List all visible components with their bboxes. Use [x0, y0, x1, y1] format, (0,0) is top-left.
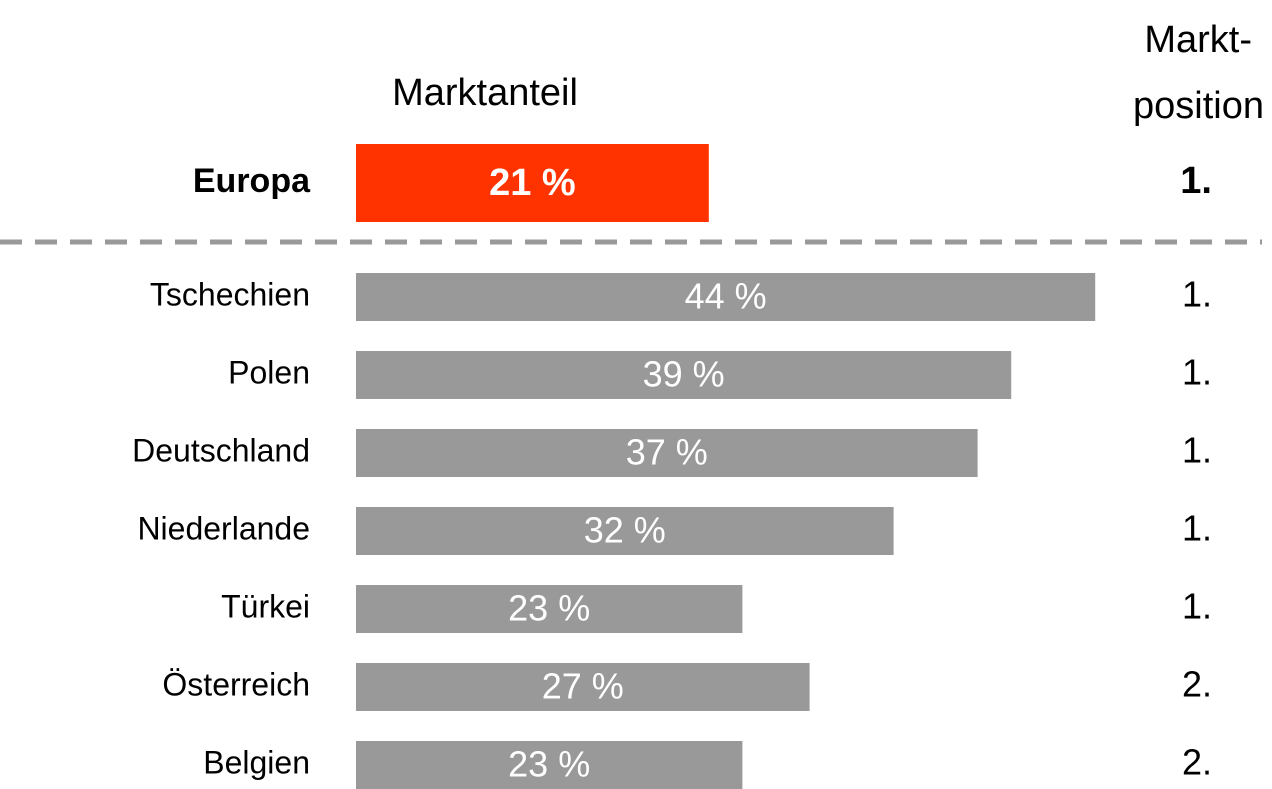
category-label: Österreich	[162, 666, 310, 702]
bar	[356, 351, 1012, 399]
bar	[356, 507, 894, 555]
category-label: Türkei	[221, 588, 310, 624]
category-label: Polen	[228, 354, 310, 390]
value-label: 32 %	[584, 510, 666, 551]
value-label: 23 %	[508, 588, 590, 629]
position-label: 2.	[1182, 742, 1212, 783]
value-label: 23 %	[508, 744, 590, 785]
category-label: Europa	[193, 162, 311, 200]
position-label: 1.	[1182, 274, 1212, 315]
position-header: Markt-	[1144, 19, 1252, 61]
bar	[356, 273, 1096, 321]
position-label: 1.	[1182, 586, 1212, 627]
bar	[356, 585, 743, 633]
category-label: Belgien	[203, 744, 310, 780]
value-label: 44 %	[685, 276, 767, 317]
value-label: 21 %	[489, 162, 576, 204]
position-label: 1.	[1182, 430, 1212, 471]
value-label: 37 %	[626, 432, 708, 473]
value-label: 39 %	[643, 354, 725, 395]
position-label: 1.	[1180, 160, 1212, 202]
category-label: Niederlande	[137, 510, 310, 546]
bar	[356, 429, 978, 477]
position-label: 1.	[1182, 508, 1212, 549]
bar	[356, 663, 810, 711]
position-header: position	[1133, 85, 1264, 127]
position-label: 1.	[1182, 352, 1212, 393]
category-label: Tschechien	[150, 276, 310, 312]
bar	[356, 144, 709, 222]
category-label: Deutschland	[132, 432, 310, 468]
bar	[356, 741, 743, 789]
value-header: Marktanteil	[392, 72, 578, 114]
position-label: 2.	[1182, 664, 1212, 705]
value-label: 27 %	[542, 666, 624, 707]
